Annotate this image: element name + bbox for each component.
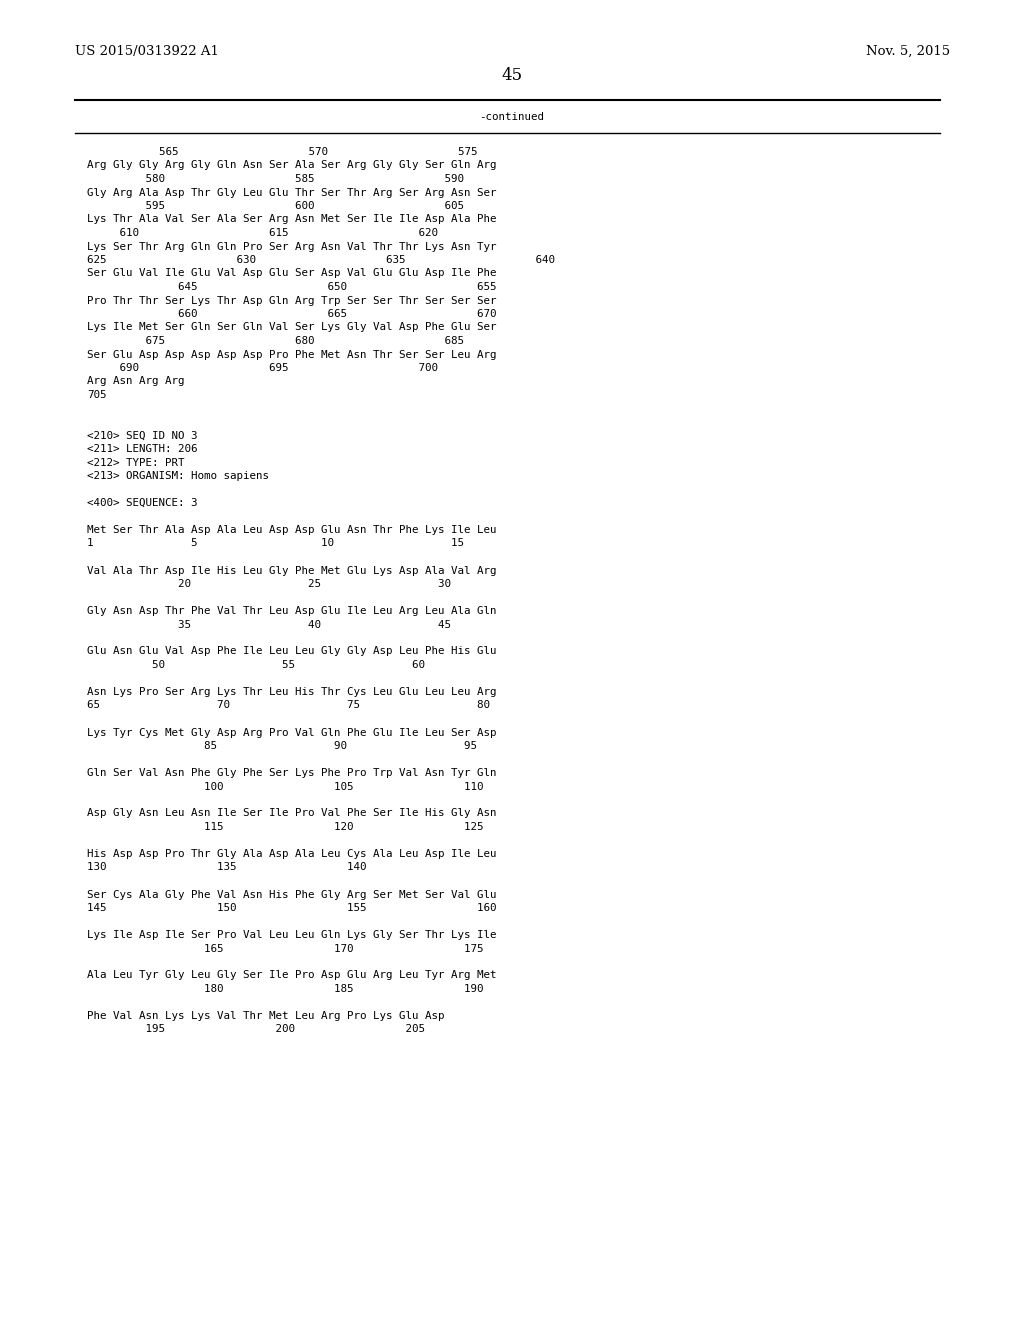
Text: Nov. 5, 2015: Nov. 5, 2015 xyxy=(866,45,950,58)
Text: <211> LENGTH: 206: <211> LENGTH: 206 xyxy=(87,444,198,454)
Text: 645                    650                    655: 645 650 655 xyxy=(87,282,497,292)
Text: 115                 120                 125: 115 120 125 xyxy=(87,822,483,832)
Text: -continued: -continued xyxy=(479,112,545,121)
Text: 705: 705 xyxy=(87,389,106,400)
Text: 580                    585                    590: 580 585 590 xyxy=(87,174,464,183)
Text: Lys Tyr Cys Met Gly Asp Arg Pro Val Gln Phe Glu Ile Leu Ser Asp: Lys Tyr Cys Met Gly Asp Arg Pro Val Gln … xyxy=(87,727,497,738)
Text: Gln Ser Val Asn Phe Gly Phe Ser Lys Phe Pro Trp Val Asn Tyr Gln: Gln Ser Val Asn Phe Gly Phe Ser Lys Phe … xyxy=(87,768,497,777)
Text: 195                 200                 205: 195 200 205 xyxy=(87,1024,425,1035)
Text: Val Ala Thr Asp Ile His Leu Gly Phe Met Glu Lys Asp Ala Val Arg: Val Ala Thr Asp Ile His Leu Gly Phe Met … xyxy=(87,565,497,576)
Text: Phe Val Asn Lys Lys Val Thr Met Leu Arg Pro Lys Glu Asp: Phe Val Asn Lys Lys Val Thr Met Leu Arg … xyxy=(87,1011,444,1020)
Text: 565                    570                    575: 565 570 575 xyxy=(159,147,477,157)
Text: 180                 185                 190: 180 185 190 xyxy=(87,983,483,994)
Text: Lys Ile Met Ser Gln Ser Gln Val Ser Lys Gly Val Asp Phe Glu Ser: Lys Ile Met Ser Gln Ser Gln Val Ser Lys … xyxy=(87,322,497,333)
Text: Arg Gly Gly Arg Gly Gln Asn Ser Ala Ser Arg Gly Gly Ser Gln Arg: Arg Gly Gly Arg Gly Gln Asn Ser Ala Ser … xyxy=(87,161,497,170)
Text: 20                  25                  30: 20 25 30 xyxy=(87,579,451,589)
Text: Lys Ser Thr Arg Gln Gln Pro Ser Arg Asn Val Thr Thr Lys Asn Tyr: Lys Ser Thr Arg Gln Gln Pro Ser Arg Asn … xyxy=(87,242,497,252)
Text: 595                    600                    605: 595 600 605 xyxy=(87,201,464,211)
Text: Asn Lys Pro Ser Arg Lys Thr Leu His Thr Cys Leu Glu Leu Leu Arg: Asn Lys Pro Ser Arg Lys Thr Leu His Thr … xyxy=(87,686,497,697)
Text: 1               5                   10                  15: 1 5 10 15 xyxy=(87,539,464,549)
Text: <210> SEQ ID NO 3: <210> SEQ ID NO 3 xyxy=(87,430,198,441)
Text: 100                 105                 110: 100 105 110 xyxy=(87,781,483,792)
Text: Glu Asn Glu Val Asp Phe Ile Leu Leu Gly Gly Asp Leu Phe His Glu: Glu Asn Glu Val Asp Phe Ile Leu Leu Gly … xyxy=(87,647,497,656)
Text: 50                  55                  60: 50 55 60 xyxy=(87,660,425,671)
Text: 65                  70                  75                  80: 65 70 75 80 xyxy=(87,701,490,710)
Text: <400> SEQUENCE: 3: <400> SEQUENCE: 3 xyxy=(87,498,198,508)
Text: Gly Asn Asp Thr Phe Val Thr Leu Asp Glu Ile Leu Arg Leu Ala Gln: Gly Asn Asp Thr Phe Val Thr Leu Asp Glu … xyxy=(87,606,497,616)
Text: Ser Cys Ala Gly Phe Val Asn His Phe Gly Arg Ser Met Ser Val Glu: Ser Cys Ala Gly Phe Val Asn His Phe Gly … xyxy=(87,890,497,899)
Text: 130                 135                 140: 130 135 140 xyxy=(87,862,367,873)
Text: 610                    615                    620: 610 615 620 xyxy=(87,228,438,238)
Text: Met Ser Thr Ala Asp Ala Leu Asp Asp Glu Asn Thr Phe Lys Ile Leu: Met Ser Thr Ala Asp Ala Leu Asp Asp Glu … xyxy=(87,525,497,535)
Text: Ser Glu Asp Asp Asp Asp Asp Pro Phe Met Asn Thr Ser Ser Leu Arg: Ser Glu Asp Asp Asp Asp Asp Pro Phe Met … xyxy=(87,350,497,359)
Text: <212> TYPE: PRT: <212> TYPE: PRT xyxy=(87,458,184,467)
Text: Arg Asn Arg Arg: Arg Asn Arg Arg xyxy=(87,376,184,387)
Text: 45: 45 xyxy=(502,67,522,84)
Text: 675                    680                    685: 675 680 685 xyxy=(87,337,464,346)
Text: 690                    695                    700: 690 695 700 xyxy=(87,363,438,374)
Text: Pro Thr Thr Ser Lys Thr Asp Gln Arg Trp Ser Ser Thr Ser Ser Ser: Pro Thr Thr Ser Lys Thr Asp Gln Arg Trp … xyxy=(87,296,497,305)
Text: 85                  90                  95: 85 90 95 xyxy=(87,741,477,751)
Text: 660                    665                    670: 660 665 670 xyxy=(87,309,497,319)
Text: His Asp Asp Pro Thr Gly Ala Asp Ala Leu Cys Ala Leu Asp Ile Leu: His Asp Asp Pro Thr Gly Ala Asp Ala Leu … xyxy=(87,849,497,859)
Text: <213> ORGANISM: Homo sapiens: <213> ORGANISM: Homo sapiens xyxy=(87,471,269,480)
Text: Ser Glu Val Ile Glu Val Asp Glu Ser Asp Val Glu Glu Asp Ile Phe: Ser Glu Val Ile Glu Val Asp Glu Ser Asp … xyxy=(87,268,497,279)
Text: 625                    630                    635                    640: 625 630 635 640 xyxy=(87,255,555,265)
Text: 165                 170                 175: 165 170 175 xyxy=(87,944,483,953)
Text: 35                  40                  45: 35 40 45 xyxy=(87,619,451,630)
Text: Ala Leu Tyr Gly Leu Gly Ser Ile Pro Asp Glu Arg Leu Tyr Arg Met: Ala Leu Tyr Gly Leu Gly Ser Ile Pro Asp … xyxy=(87,970,497,981)
Text: Asp Gly Asn Leu Asn Ile Ser Ile Pro Val Phe Ser Ile His Gly Asn: Asp Gly Asn Leu Asn Ile Ser Ile Pro Val … xyxy=(87,808,497,818)
Text: US 2015/0313922 A1: US 2015/0313922 A1 xyxy=(75,45,219,58)
Text: Lys Thr Ala Val Ser Ala Ser Arg Asn Met Ser Ile Ile Asp Ala Phe: Lys Thr Ala Val Ser Ala Ser Arg Asn Met … xyxy=(87,214,497,224)
Text: Lys Ile Asp Ile Ser Pro Val Leu Leu Gln Lys Gly Ser Thr Lys Ile: Lys Ile Asp Ile Ser Pro Val Leu Leu Gln … xyxy=(87,931,497,940)
Text: Gly Arg Ala Asp Thr Gly Leu Glu Thr Ser Thr Arg Ser Arg Asn Ser: Gly Arg Ala Asp Thr Gly Leu Glu Thr Ser … xyxy=(87,187,497,198)
Text: 145                 150                 155                 160: 145 150 155 160 xyxy=(87,903,497,913)
